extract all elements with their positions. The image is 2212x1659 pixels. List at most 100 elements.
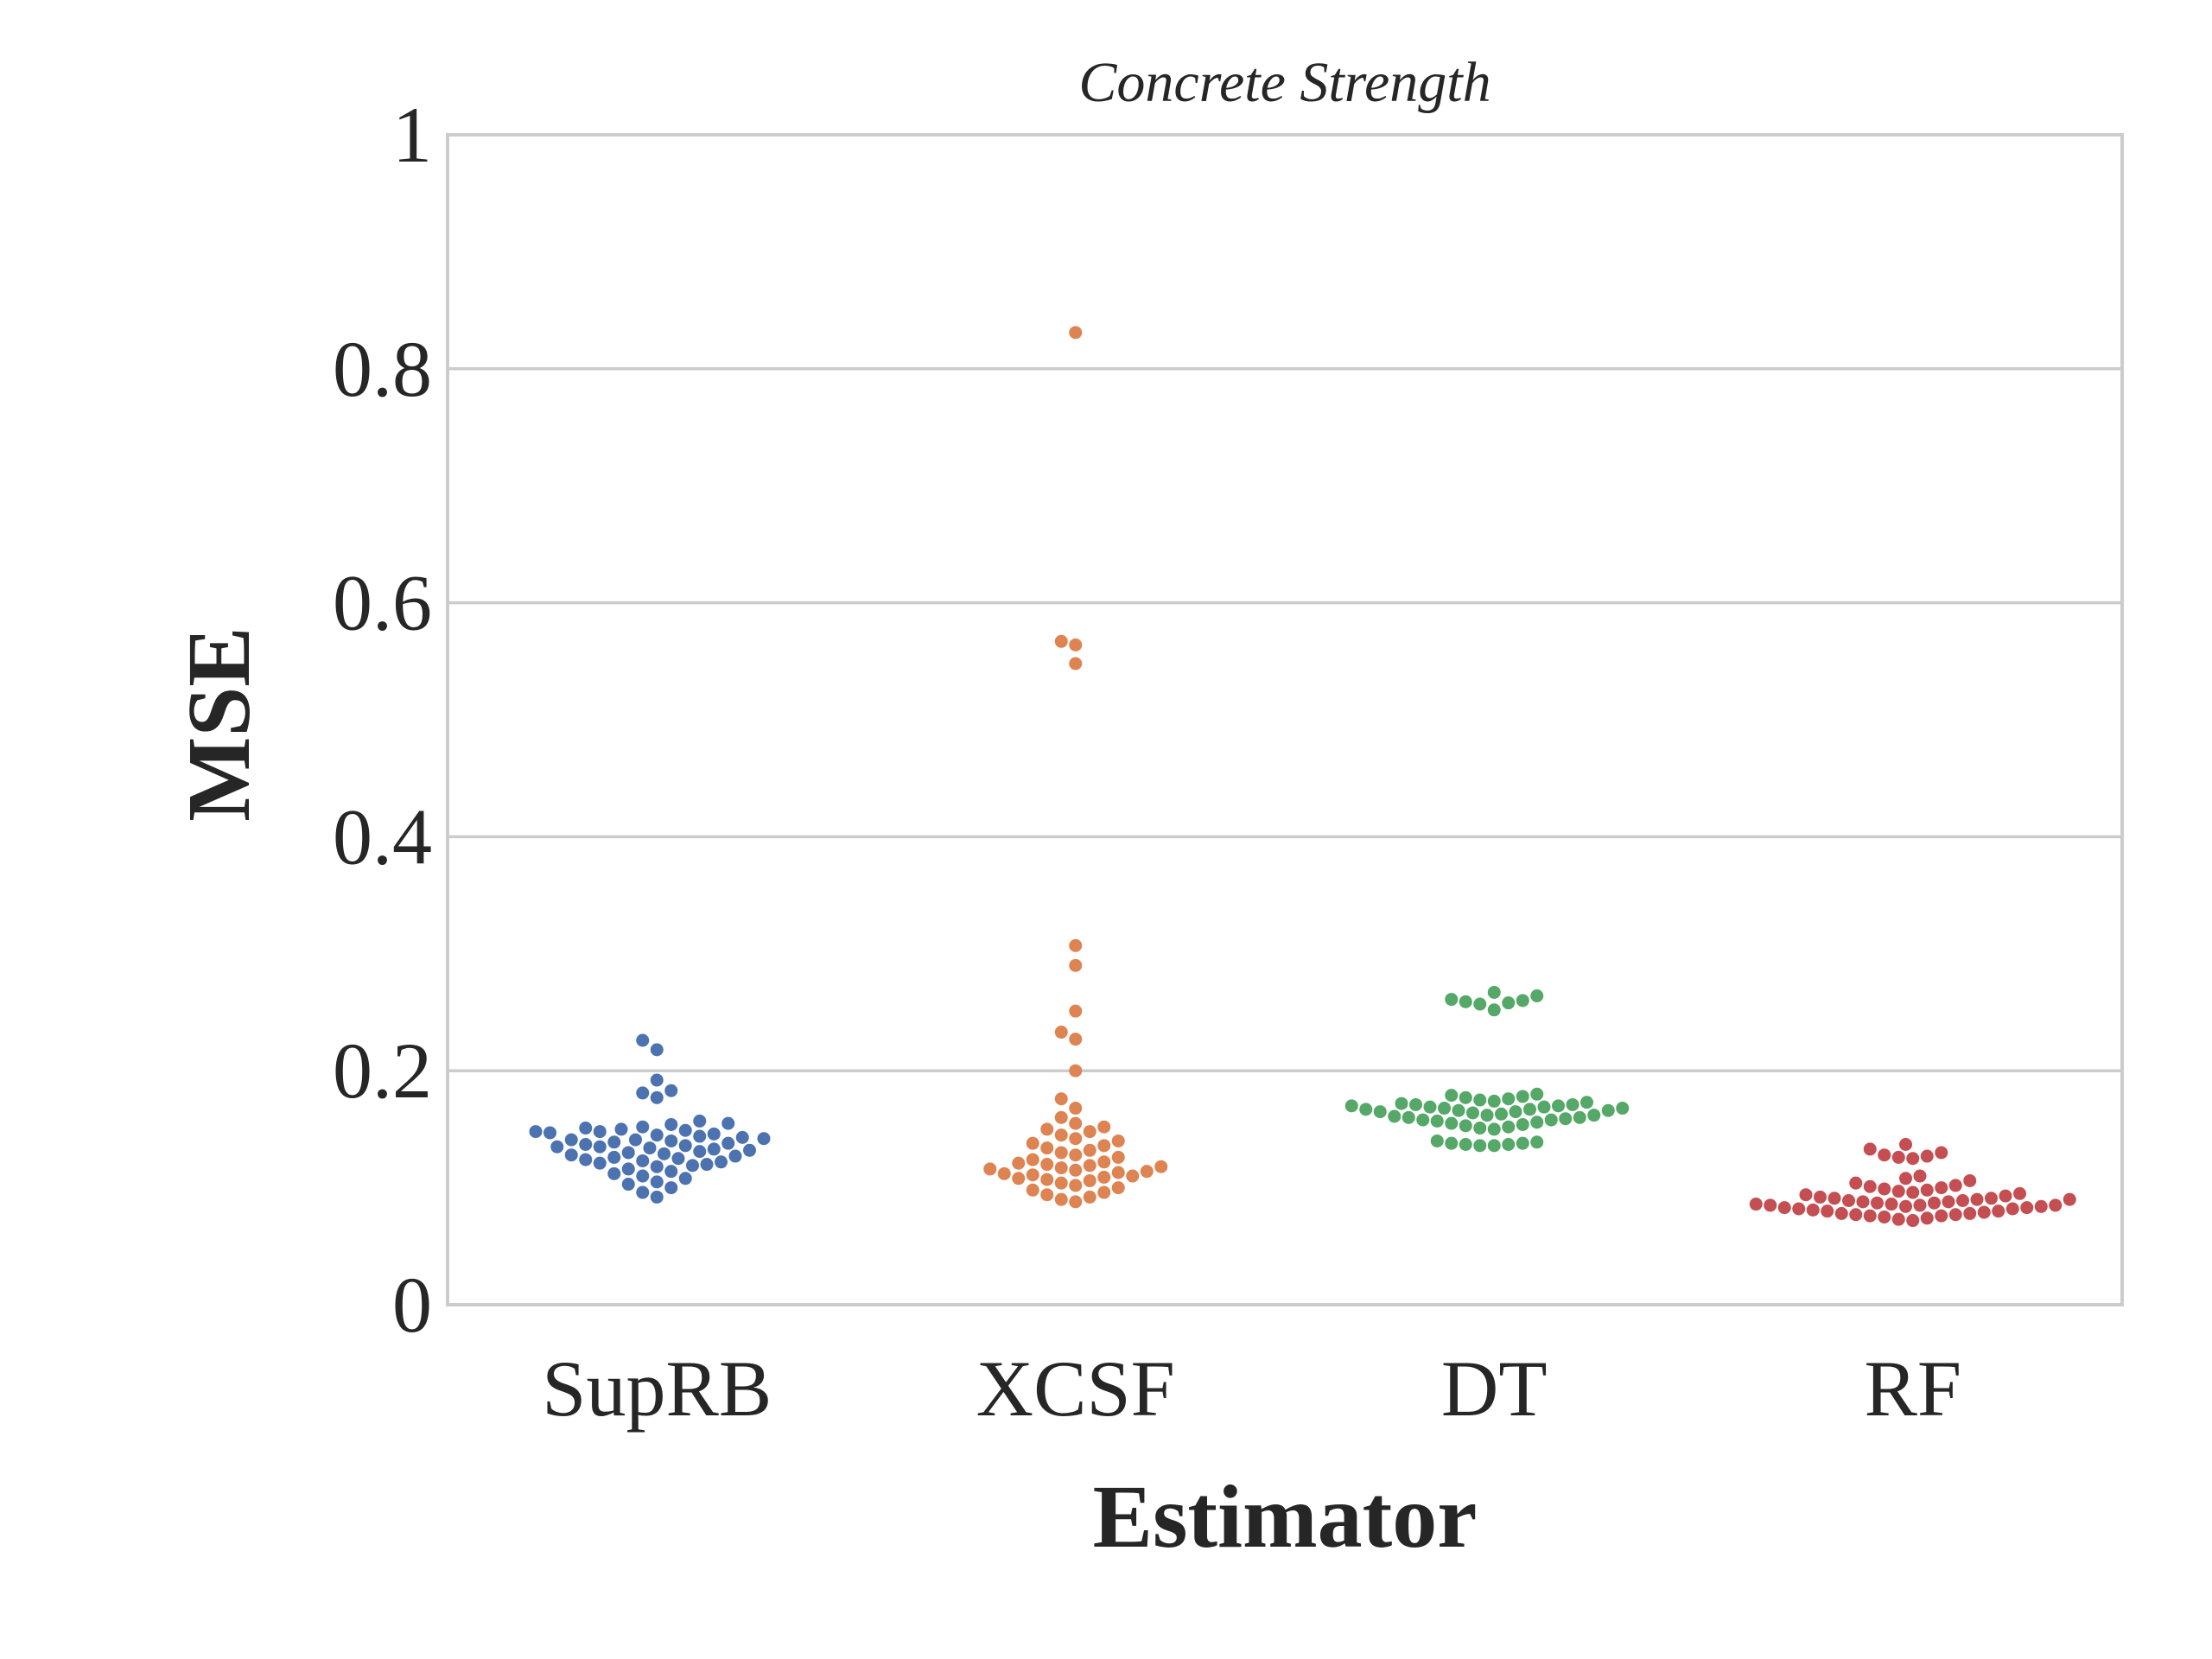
data-point — [1473, 1093, 1487, 1107]
data-point — [579, 1153, 593, 1166]
data-point — [1054, 1128, 1068, 1142]
data-point — [1069, 1102, 1083, 1116]
data-point — [678, 1139, 692, 1153]
data-point — [678, 1123, 692, 1137]
data-point — [664, 1117, 678, 1131]
data-point — [693, 1129, 707, 1143]
plot-frame — [446, 133, 2124, 1306]
data-point — [728, 1149, 742, 1163]
data-point — [1069, 1033, 1083, 1046]
data-point — [1806, 1203, 1820, 1217]
data-point — [1445, 993, 1459, 1007]
data-point — [997, 1166, 1011, 1180]
data-point — [550, 1140, 564, 1154]
data-point — [700, 1158, 714, 1172]
data-point — [1530, 989, 1544, 1003]
data-point — [1516, 1117, 1529, 1131]
data-point — [629, 1133, 642, 1147]
data-point — [1863, 1142, 1877, 1156]
data-point — [1913, 1169, 1927, 1183]
chart-title: Concrete Strength — [1078, 51, 1491, 114]
data-point — [636, 1185, 650, 1199]
data-point — [1069, 657, 1083, 671]
data-point — [1827, 1192, 1841, 1205]
data-point — [1069, 1064, 1083, 1077]
data-point — [636, 1169, 650, 1183]
data-point — [1438, 1102, 1451, 1116]
data-point — [1899, 1199, 1912, 1213]
data-point — [2049, 1198, 2063, 1212]
data-point — [1516, 1136, 1529, 1150]
y-tick-label: 0.4 — [333, 792, 432, 880]
data-point — [1040, 1188, 1054, 1202]
data-point — [1083, 1190, 1096, 1204]
data-point — [671, 1152, 685, 1166]
data-point — [1863, 1209, 1877, 1223]
data-point — [1487, 1122, 1501, 1136]
data-point — [2034, 1199, 2048, 1213]
data-point — [643, 1141, 657, 1155]
data-point — [1054, 1192, 1068, 1206]
data-point — [1537, 1100, 1551, 1114]
y-axis-label: MSE — [169, 626, 269, 821]
data-point — [2020, 1201, 2034, 1215]
data-point — [1573, 1110, 1586, 1124]
data-point — [1956, 1193, 1969, 1207]
data-point — [1863, 1179, 1877, 1193]
x-tick-label: SupRB — [542, 1344, 772, 1433]
data-point — [614, 1122, 628, 1136]
data-point — [1054, 1176, 1068, 1190]
data-point — [1842, 1193, 1855, 1207]
data-point — [1935, 1146, 1948, 1160]
data-point — [1083, 1125, 1096, 1139]
data-point — [1083, 1173, 1096, 1187]
data-point — [664, 1165, 678, 1179]
data-point — [1530, 1116, 1544, 1129]
data-point — [1466, 1106, 1479, 1120]
data-point — [1948, 1208, 1962, 1222]
data-point — [1502, 1120, 1516, 1134]
x-tick-label: DT — [1441, 1344, 1548, 1433]
data-point — [1502, 996, 1516, 1010]
data-point — [1069, 1148, 1083, 1162]
data-point — [1054, 1110, 1068, 1124]
data-point — [1906, 1185, 1920, 1199]
data-point — [1814, 1190, 1827, 1204]
grid-lines — [448, 367, 2122, 1072]
data-point — [1012, 1156, 1026, 1170]
data-point — [664, 1181, 678, 1195]
data-point — [593, 1140, 607, 1154]
data-point — [1559, 1112, 1573, 1126]
data-point — [1026, 1183, 1039, 1197]
data-point — [1764, 1198, 1777, 1212]
data-point — [1388, 1109, 1402, 1123]
data-point — [1849, 1208, 1863, 1222]
data-point — [1821, 1205, 1834, 1218]
data-point — [707, 1127, 721, 1141]
data-point — [1459, 1138, 1472, 1152]
data-point — [658, 1147, 671, 1160]
y-tick-label: 0 — [392, 1261, 432, 1349]
data-point — [1849, 1176, 1863, 1190]
data-point — [1069, 1004, 1083, 1018]
data-point — [1566, 1097, 1580, 1111]
data-point — [1899, 1138, 1912, 1152]
data-point — [1992, 1205, 2005, 1218]
y-tick-label: 0.8 — [333, 325, 432, 413]
data-point — [1416, 1113, 1430, 1127]
data-point — [1402, 1110, 1415, 1124]
data-point — [1069, 1179, 1083, 1192]
data-point — [715, 1155, 728, 1169]
data-point — [1083, 1143, 1096, 1157]
data-point — [1942, 1195, 1955, 1209]
data-point — [1423, 1100, 1437, 1114]
data-point — [1069, 1195, 1083, 1209]
data-point — [2013, 1186, 2026, 1200]
data-point — [1097, 1139, 1111, 1153]
data-point — [1749, 1198, 1763, 1211]
data-point — [1111, 1150, 1125, 1164]
data-point — [564, 1148, 578, 1162]
data-point — [607, 1166, 621, 1180]
data-point — [721, 1116, 735, 1130]
